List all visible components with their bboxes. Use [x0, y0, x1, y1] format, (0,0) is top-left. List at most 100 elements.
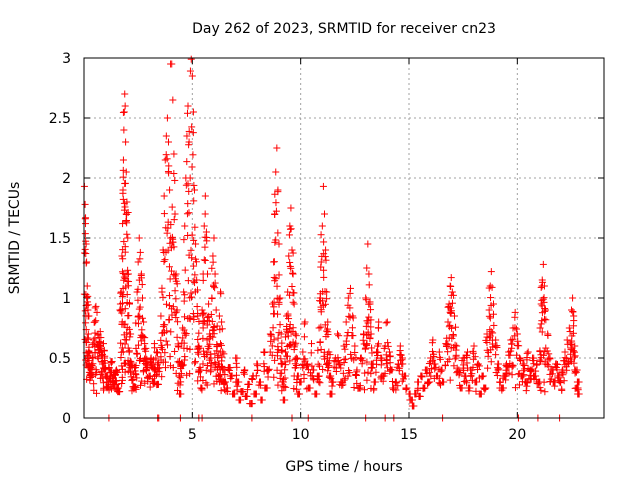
- data-point: [558, 369, 566, 377]
- data-point: [572, 384, 580, 392]
- data-point: [221, 378, 229, 386]
- data-point: [170, 216, 178, 224]
- data-point: [208, 317, 216, 325]
- data-point: [292, 385, 300, 393]
- data-point: [382, 356, 390, 364]
- data-point: [430, 360, 438, 368]
- data-point: [138, 326, 146, 334]
- data-point: [367, 330, 375, 338]
- data-point: [344, 329, 352, 337]
- data-point: [321, 300, 329, 308]
- data-point: [129, 376, 137, 384]
- data-point: [119, 348, 127, 356]
- data-point: [427, 364, 435, 372]
- data-point: [123, 198, 131, 206]
- data-point: [176, 390, 184, 398]
- data-point: [153, 348, 161, 356]
- data-point: [285, 252, 293, 260]
- data-point: [196, 373, 204, 381]
- data-point: [128, 387, 136, 395]
- data-point: [272, 207, 280, 215]
- data-point: [208, 295, 216, 303]
- data-point: [121, 179, 129, 187]
- data-point: [286, 324, 294, 332]
- data-point: [558, 385, 566, 393]
- data-point: [263, 366, 271, 374]
- data-point: [96, 341, 104, 349]
- data-point: [256, 378, 264, 386]
- data-point: [83, 334, 91, 342]
- data-point: [161, 349, 169, 357]
- data-point: [201, 256, 209, 264]
- data-point: [189, 151, 197, 159]
- data-point: [382, 319, 390, 327]
- data-point: [175, 343, 183, 351]
- data-point: [100, 340, 107, 348]
- data-point: [188, 254, 196, 262]
- data-point: [347, 350, 355, 358]
- data-point: [277, 330, 285, 338]
- data-point: [299, 348, 307, 356]
- data-point: [178, 370, 186, 378]
- data-point: [570, 359, 578, 367]
- data-point: [154, 367, 162, 375]
- data-point: [124, 266, 132, 274]
- data-point: [191, 359, 199, 367]
- data-point: [278, 347, 286, 355]
- data-point: [122, 138, 130, 146]
- data-point: [186, 294, 194, 302]
- data-point: [447, 274, 455, 282]
- data-point: [568, 306, 575, 314]
- data-point: [119, 166, 127, 174]
- data-point: [184, 102, 192, 110]
- data-point: [271, 210, 279, 218]
- data-point: [349, 314, 357, 322]
- data-point: [186, 315, 194, 323]
- data-point: [490, 310, 498, 318]
- data-point: [516, 354, 524, 362]
- data-point: [162, 132, 170, 140]
- data-point: [567, 340, 575, 348]
- data-point: [169, 96, 177, 104]
- data-point: [550, 378, 558, 386]
- y-tick-label: 2: [62, 171, 71, 187]
- data-point: [325, 362, 333, 370]
- data-point: [320, 250, 328, 258]
- data-point: [281, 374, 289, 382]
- data-point: [194, 335, 202, 343]
- data-point: [286, 262, 294, 270]
- data-point: [424, 378, 432, 386]
- data-point: [215, 312, 223, 320]
- data-point: [560, 377, 568, 385]
- data-point: [162, 337, 170, 345]
- data-point: [141, 334, 149, 342]
- data-point: [192, 258, 200, 266]
- data-point: [346, 369, 354, 377]
- data-point: [335, 361, 343, 369]
- data-point: [352, 370, 360, 378]
- data-point: [283, 325, 291, 333]
- data-point: [172, 314, 180, 322]
- data-point: [281, 366, 289, 374]
- data-point: [370, 385, 378, 393]
- y-tick-label: 2.5: [49, 111, 71, 127]
- data-point: [537, 320, 545, 328]
- data-point: [362, 322, 370, 330]
- data-point: [209, 252, 217, 260]
- data-point: [318, 297, 326, 305]
- data-point: [170, 243, 178, 251]
- data-point: [273, 144, 281, 152]
- data-point: [157, 312, 165, 320]
- data-point: [542, 306, 549, 314]
- chart-title: Day 262 of 2023, SRMTID for receiver cn2…: [192, 21, 496, 37]
- data-point: [373, 360, 381, 368]
- data-point: [274, 381, 282, 389]
- data-point: [193, 276, 201, 284]
- data-point: [90, 339, 98, 347]
- data-point: [171, 287, 179, 295]
- x-axis-label: GPS time / hours: [285, 459, 402, 475]
- data-point: [448, 324, 456, 332]
- data-point: [207, 310, 215, 318]
- data-point: [495, 360, 503, 368]
- data-point: [211, 279, 219, 287]
